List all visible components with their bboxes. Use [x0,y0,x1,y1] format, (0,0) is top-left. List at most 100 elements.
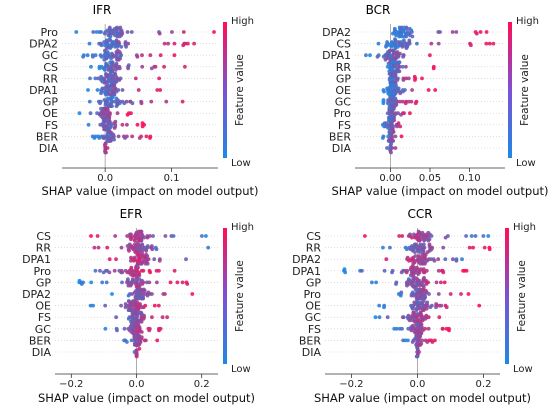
shap-point [119,44,124,49]
shap-point [155,88,160,92]
shap-point [443,257,448,262]
shap-point [421,308,425,312]
shap-point [443,235,448,240]
shap-point [386,139,391,143]
x-tick-label: 0.2 [194,379,210,390]
shap-point [487,41,492,46]
shap-point [91,54,95,59]
shap-point [395,124,399,129]
shap-point [417,238,421,243]
shap-point [139,229,144,234]
shap-point [420,76,424,81]
shap-point [410,305,414,310]
shap-point [109,56,113,61]
shap-point [441,245,446,250]
shap-point [115,111,120,116]
shap-point [415,232,420,237]
shap-point [114,257,118,262]
shap-point [418,242,423,247]
shap-point [406,99,411,104]
feature-label: BER [36,130,58,143]
feature-label: DIA [39,142,59,155]
feature-label: GC [335,96,352,109]
shap-point [385,146,389,150]
shap-point [413,336,417,341]
shap-point [150,292,154,296]
shap-point [395,69,400,74]
feature-label: Pro [334,107,352,120]
shap-point [148,136,152,140]
shap-point [110,60,115,65]
chart-title: BCR [366,3,391,17]
shap-point [130,273,135,278]
shap-point [133,282,138,286]
shap-point [106,130,111,134]
shap-point [389,83,394,88]
shap-point [385,111,390,116]
shap-point [99,43,104,48]
shap-point [100,79,105,84]
shap-point [448,292,453,296]
shap-point [165,315,170,320]
shap-point [158,53,163,58]
shap-point [107,270,112,275]
shap-point [399,270,404,275]
shap-point [393,37,397,41]
shap-point [140,124,145,129]
shap-point [97,136,102,140]
shap-point [394,33,398,38]
feature-label: DPA2 [292,253,321,266]
shap-point [464,234,468,238]
shap-point [89,64,93,69]
x-tick-label: 0.0 [409,379,425,390]
feature-label: DPA2 [22,288,51,301]
shap-point [429,41,434,46]
shap-point [98,268,102,273]
shap-point [143,338,148,343]
shap-point [426,88,431,92]
shap-point [387,48,392,53]
shap-point [484,30,489,34]
shap-point [407,38,412,43]
shap-point [406,277,411,282]
feature-label: DIA [302,346,322,359]
shap-point [115,34,120,39]
shap-point [408,273,413,278]
shap-point [111,83,116,88]
shap-point [140,53,144,58]
shap-point [380,136,385,140]
shap-point [398,293,403,298]
shap-point [117,50,122,54]
shap-point [394,282,398,286]
shap-point [105,83,110,88]
shap-point [413,235,417,240]
shap-point [180,99,185,104]
shap-point [88,76,92,81]
shap-point [138,319,143,324]
shap-point [170,30,174,34]
shap-point [481,234,486,238]
shap-point [120,88,125,92]
shap-point [417,350,421,354]
shap-point [114,74,118,79]
shap-point [110,95,115,99]
shap-point [86,122,91,127]
shap-point [125,234,130,238]
shap-point [136,252,141,257]
shap-point [418,310,423,315]
shap-point [119,245,124,250]
shap-point [391,139,396,143]
shap-point [440,268,444,273]
shap-point [101,66,106,71]
shap-point [416,229,421,234]
shap-point [404,270,409,275]
shap-point [148,53,153,58]
shap-point [401,315,406,320]
shap-point [134,322,139,327]
shap-point [397,60,401,65]
shap-point [385,40,389,44]
shap-point [104,72,108,76]
shap-point [409,328,414,333]
feature-label: GP [336,72,352,85]
